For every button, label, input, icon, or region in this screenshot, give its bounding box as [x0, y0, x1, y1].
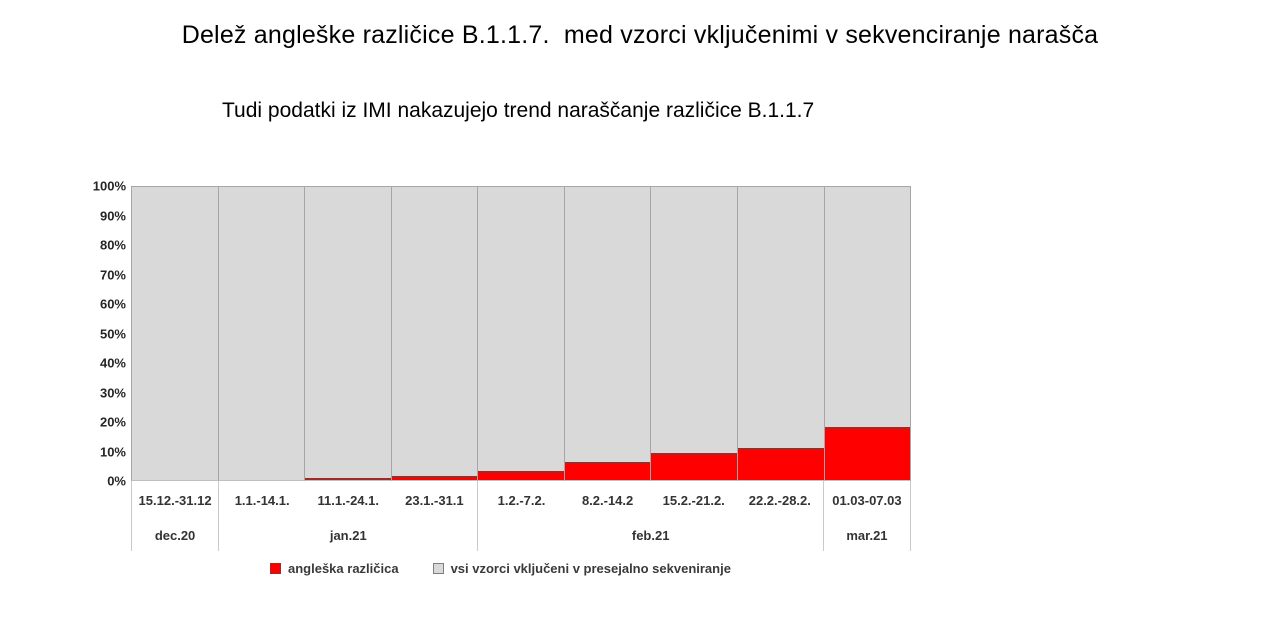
date-row: 1.2.-7.2. 8.2.-14.2 15.2.-21.2. 22.2.-28.2.: [478, 481, 822, 520]
bar-segment-english-variant: [391, 476, 478, 480]
legend-swatch-icon: [432, 563, 444, 574]
bar-column: [737, 186, 825, 481]
y-tick-label: 90%: [99, 208, 126, 223]
x-tick-label: 23.1.-31.1: [405, 493, 464, 508]
x-tick-label: 22.2.-28.2.: [748, 493, 811, 508]
month-label: mar.21: [846, 528, 888, 543]
chart-subtitle: Tudi podatki iz IMI nakazujejo trend nar…: [222, 99, 815, 122]
y-tick-label: 0%: [107, 473, 126, 489]
bar-column: [478, 186, 565, 481]
y-tick-label: 10%: [99, 444, 126, 459]
legend-label: vsi vzorci vključeni v presejalno sekven…: [450, 561, 731, 576]
bar-column: [824, 186, 912, 481]
y-tick-label: 60%: [99, 296, 126, 312]
y-tick-label: 20%: [99, 414, 126, 430]
legend: angleška različica vsi vzorci vključeni v…: [270, 561, 731, 576]
legend-label: angleška različica: [288, 561, 399, 576]
x-axis: 15.12.-31.12 dec.20 1.1.-14.1. 11.1.-24.1. 2…: [131, 481, 911, 551]
bar-column: [651, 186, 738, 481]
legend-item: angleška različica: [270, 561, 399, 576]
bar-segment-all-samples: [564, 186, 651, 463]
y-tick-label: 40%: [99, 355, 126, 371]
bar-column: [218, 186, 306, 481]
y-axis: 100% 90% 80% 70% 60% 50% 40% 30% 20% 10% 0%: [40, 179, 126, 489]
bar-segment-english-variant: [478, 471, 564, 480]
y-tick-label: 30%: [99, 385, 126, 400]
bar-column: [564, 186, 652, 481]
bar-segment-english-variant: [737, 447, 824, 480]
x-tick-label: 15.12.-31.12: [138, 493, 212, 508]
bar-segment-all-samples: [737, 186, 824, 448]
bar-segment-all-samples: [651, 186, 737, 454]
bar-plot-area: [131, 186, 912, 481]
x-tick-label: 8.2.-14.2: [581, 493, 634, 508]
bar-segment-all-samples: [824, 186, 911, 427]
y-tick-label: 80%: [99, 237, 126, 253]
bar-segment-all-samples: [305, 186, 391, 478]
month-label: jan.21: [329, 528, 367, 543]
bar-segment-english-variant: [305, 477, 391, 480]
bar-segment-all-samples: [391, 186, 478, 477]
y-tick-label: 70%: [99, 267, 126, 282]
bar-column: [305, 186, 392, 481]
x-tick-label: 1.1.-14.1.: [234, 493, 290, 508]
month-group: 01.03-07.03 mar.21: [824, 481, 911, 551]
month-group: 15.12.-31.12 dec.20: [131, 481, 220, 551]
bar-segment-english-variant: [651, 453, 737, 480]
bar-column: [391, 186, 479, 481]
month-label: feb.21: [631, 528, 670, 543]
y-tick-label: 50%: [99, 326, 126, 341]
month-group: 1.1.-14.1. 11.1.-24.1. 23.1.-31.1 jan.21: [219, 481, 479, 551]
x-tick-label: 01.03-07.03: [832, 493, 902, 508]
bar-segment-english-variant: [824, 426, 911, 480]
legend-swatch-icon: [270, 563, 281, 574]
date-row: 1.1.-14.1. 11.1.-24.1. 23.1.-31.1: [219, 481, 477, 520]
date-row: 15.12.-31.12: [132, 481, 218, 520]
date-row: 01.03-07.03: [824, 481, 910, 520]
bar-segment-all-samples: [218, 186, 305, 480]
x-tick-label: 11.1.-24.1.: [317, 493, 379, 508]
x-tick-label: 15.2.-21.2.: [662, 493, 725, 508]
bar-segment-all-samples: [132, 186, 218, 480]
legend-item: vsi vzorci vključeni v presejalno sekven…: [432, 561, 731, 576]
month-label: dec.20: [154, 528, 196, 543]
bar-column: [131, 186, 219, 481]
x-tick-label: 1.2.-7.2.: [497, 493, 546, 508]
month-group: 1.2.-7.2. 8.2.-14.2 15.2.-21.2. 22.2.-28.2.…: [478, 481, 824, 551]
bar-segment-all-samples: [478, 186, 564, 472]
chart-title: Delež angleške različice B.1.1.7. med vz…: [181, 21, 1099, 49]
y-tick-label: 100%: [92, 178, 126, 194]
bar-segment-english-variant: [564, 462, 651, 480]
